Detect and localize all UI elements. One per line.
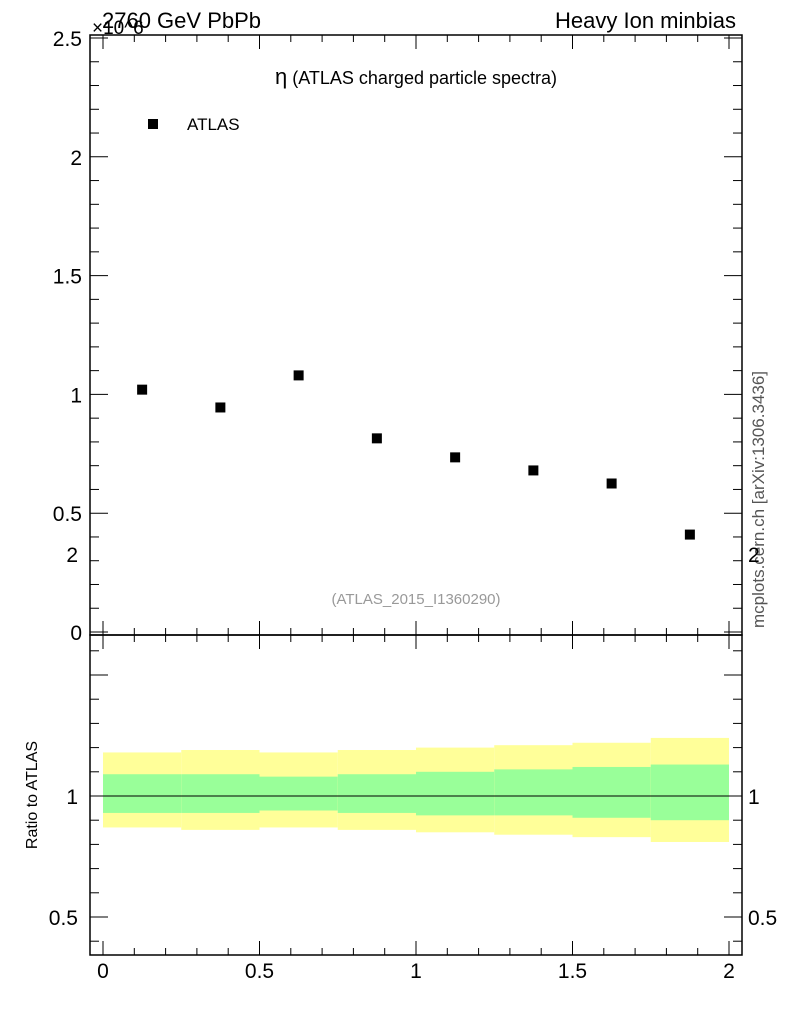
inner-band-segment — [337, 774, 416, 813]
inner-band-segment — [494, 769, 573, 816]
ratio-y-tick-label: 2 — [66, 544, 78, 567]
x-tick-label: 0.5 — [245, 960, 274, 983]
chart-title: η (ATLAS charged particle spectra) — [275, 64, 557, 89]
main-y-tick-label: 0.5 — [53, 503, 82, 526]
main-y-tick-label: 2 — [70, 147, 82, 170]
source-label: mcplots.cern.ch [arXiv:1306.3436] — [749, 371, 768, 628]
x-tick-label: 2 — [723, 960, 735, 983]
main-y-tick-label: 1.5 — [53, 266, 82, 289]
main-axis-ticks — [90, 35, 742, 635]
inner-band-segment — [572, 766, 651, 818]
ratio-frame — [89, 634, 743, 956]
ratio-y-tick-labels: 0.5 0.5 1 1 2 2 — [49, 544, 777, 930]
main-y-tick-label: 0 — [70, 622, 82, 645]
chart-title-symbol: η — [275, 64, 287, 89]
legend-label: ATLAS — [187, 115, 240, 134]
ratio-bands — [103, 737, 729, 842]
legend-marker — [148, 119, 158, 129]
chart-title-text: (ATLAS charged particle spectra) — [292, 68, 557, 88]
x-tick-label: 0 — [97, 960, 109, 983]
main-panel: η (ATLAS charged particle spectra) 0 0.5 1 1… — [53, 28, 743, 645]
inner-band-segment — [181, 774, 260, 813]
analysis-watermark: (ATLAS_2015_I1360290) — [331, 591, 500, 608]
ratio-panel: 0.5 0.5 1 1 2 2 0 0.5 1 1.5 2 — [49, 544, 777, 983]
data-point — [137, 384, 148, 395]
ratio-y-tick-label: 0.5 — [49, 907, 78, 930]
inner-band-segment — [416, 771, 495, 816]
main-y-tick-labels: 0 0.5 1 1.5 2 2.5 — [53, 28, 82, 645]
inner-band-segment — [103, 774, 182, 813]
ratio-axis-ticks — [90, 635, 742, 955]
x-tick-label: 1 — [410, 960, 422, 983]
data-point — [684, 529, 695, 540]
data-point — [371, 433, 382, 444]
main-y-tick-label: 2.5 — [53, 28, 82, 51]
ratio-y-tick-label-right: 2 — [748, 544, 760, 567]
main-y-tick-label: 1 — [70, 384, 82, 407]
collision-label: 2760 GeV PbPb — [102, 8, 261, 33]
data-point — [293, 370, 304, 381]
inner-band-segment — [650, 764, 729, 821]
y-exponent-label: ×10^6 — [92, 18, 144, 39]
data-point — [606, 478, 617, 489]
inner-band-segment — [259, 776, 338, 811]
x-tick-label: 1.5 — [558, 960, 587, 983]
ratio-y-tick-label-right: 0.5 — [748, 907, 777, 930]
data-point — [450, 452, 461, 463]
data-point — [215, 402, 226, 413]
process-label: Heavy Ion minbias — [555, 8, 736, 33]
x-tick-labels: 0 0.5 1 1.5 2 — [97, 960, 735, 983]
main-data-points — [137, 370, 695, 540]
data-point — [528, 465, 539, 476]
ratio-y-tick-label: 1 — [66, 786, 78, 809]
ratio-ylabel: Ratio to ATLAS — [24, 741, 41, 849]
ratio-y-tick-label-right: 1 — [748, 786, 760, 809]
